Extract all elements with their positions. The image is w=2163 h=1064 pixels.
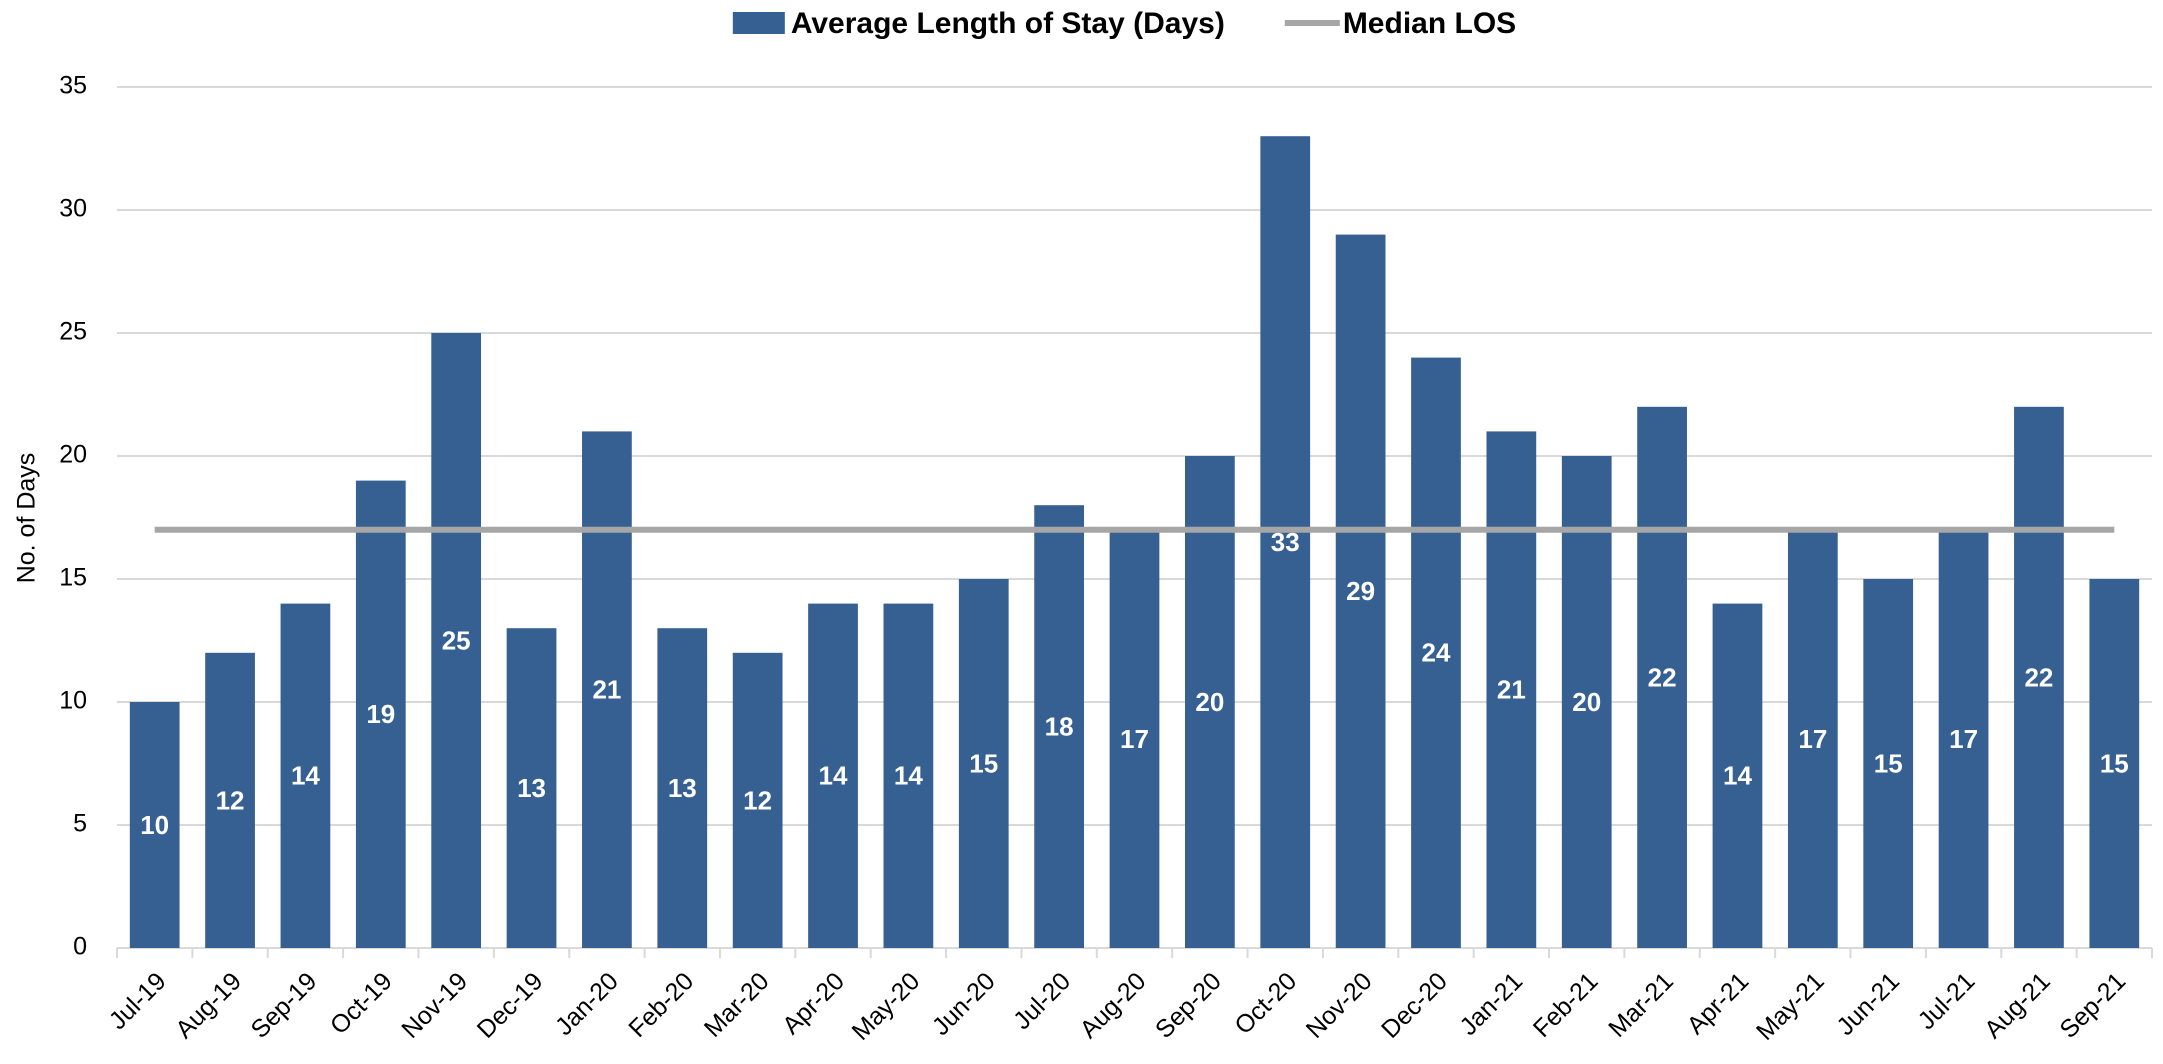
x-tick-label: Nov-20 xyxy=(1301,967,1378,1044)
value-label: 22 xyxy=(1648,662,1677,692)
value-label: 14 xyxy=(291,761,320,791)
value-label: 17 xyxy=(1798,724,1827,754)
x-tick-label: Sep-19 xyxy=(246,967,323,1044)
x-tick-label: Jun-21 xyxy=(1831,967,1905,1041)
x-tick-label: Feb-21 xyxy=(1528,967,1604,1043)
value-label: 15 xyxy=(2100,748,2129,778)
bar xyxy=(958,579,1009,948)
bar xyxy=(582,431,632,948)
x-tick-label: Apr-21 xyxy=(1682,967,1755,1040)
x-tick-label: Sep-21 xyxy=(2054,967,2131,1044)
bar xyxy=(1260,136,1311,948)
x-tick-label: May-20 xyxy=(847,967,926,1046)
x-tick-label: Jul-19 xyxy=(104,967,172,1035)
bar xyxy=(1034,505,1085,948)
value-label: 19 xyxy=(366,699,395,729)
value-label: 18 xyxy=(1045,711,1074,741)
y-tick-label: 10 xyxy=(59,687,87,715)
bar xyxy=(1486,431,1537,948)
x-tick-label: Jan-20 xyxy=(550,967,624,1041)
value-label: 20 xyxy=(1572,687,1601,717)
bar xyxy=(883,603,934,948)
value-label: 25 xyxy=(442,625,471,655)
value-label: 21 xyxy=(592,675,621,705)
x-tick-label: Mar-21 xyxy=(1603,967,1679,1043)
value-label: 21 xyxy=(1497,675,1526,705)
value-label: 14 xyxy=(894,761,923,791)
bar xyxy=(355,480,406,948)
bar xyxy=(1712,603,1763,948)
x-tick-label: Aug-20 xyxy=(1075,967,1152,1044)
value-label: 17 xyxy=(1949,724,1978,754)
value-label: 13 xyxy=(668,773,697,803)
y-tick-label: 25 xyxy=(59,318,87,346)
bar xyxy=(1938,529,1989,948)
bar xyxy=(506,628,557,948)
value-label: 15 xyxy=(1874,748,1903,778)
bar xyxy=(808,603,858,948)
x-tick-label: Oct-19 xyxy=(325,967,398,1040)
bar xyxy=(129,702,180,948)
value-label: 29 xyxy=(1346,576,1375,606)
bar xyxy=(732,652,783,948)
x-tick-label: Jun-20 xyxy=(927,967,1001,1041)
x-tick-label: Oct-20 xyxy=(1229,967,1302,1040)
y-tick-label: 0 xyxy=(73,933,87,961)
x-tick-label: Dec-19 xyxy=(472,967,549,1044)
x-tick-label: Jan-21 xyxy=(1454,967,1528,1041)
bar xyxy=(1637,406,1687,948)
legend-label: Average Length of Stay (Days) xyxy=(791,7,1225,40)
bar xyxy=(1787,529,1838,948)
y-tick-label: 5 xyxy=(73,810,87,838)
bar xyxy=(2089,579,2140,948)
x-tick-label: Aug-19 xyxy=(170,967,247,1044)
y-tick-label: 15 xyxy=(59,564,87,592)
bar xyxy=(280,603,331,948)
x-tick-label: Dec-20 xyxy=(1376,967,1453,1044)
value-label: 22 xyxy=(2024,662,2053,692)
bar xyxy=(1411,357,1461,949)
legend-label: Median LOS xyxy=(1343,7,1516,40)
x-tick-label: May-21 xyxy=(1751,967,1830,1046)
value-label: 10 xyxy=(140,810,169,840)
x-tick-label: Aug-21 xyxy=(1979,967,2056,1044)
x-tick-label: Apr-20 xyxy=(777,967,850,1040)
bar xyxy=(1561,456,1612,948)
legend: Average Length of Stay (Days) Median LOS xyxy=(732,7,1516,40)
bar xyxy=(205,652,255,948)
value-label: 12 xyxy=(743,785,772,815)
y-axis-title: No. of Days xyxy=(13,453,41,584)
value-label: 12 xyxy=(216,785,245,815)
x-tick-label: Jul-20 xyxy=(1008,967,1076,1035)
bar xyxy=(1184,456,1235,948)
bar xyxy=(1863,579,1914,948)
bar xyxy=(1109,529,1160,948)
value-label: 24 xyxy=(1422,638,1451,668)
value-label: 14 xyxy=(819,761,848,791)
bar xyxy=(2014,406,2064,948)
value-label: 13 xyxy=(517,773,546,803)
value-label: 14 xyxy=(1723,761,1752,791)
x-tick-label: Sep-20 xyxy=(1150,967,1227,1044)
y-tick-label: 35 xyxy=(59,72,87,100)
x-tick-label: Feb-20 xyxy=(623,967,699,1043)
bar xyxy=(1335,234,1386,949)
x-tick-label: Nov-19 xyxy=(396,967,473,1044)
value-label: 17 xyxy=(1120,724,1149,754)
bar xyxy=(657,628,708,948)
x-tick-label: Jul-21 xyxy=(1913,967,1981,1035)
value-label: 15 xyxy=(969,748,998,778)
value-label: 20 xyxy=(1195,687,1224,717)
x-tick-label: Mar-20 xyxy=(699,967,775,1043)
y-tick-label: 20 xyxy=(59,441,87,469)
y-tick-label: 30 xyxy=(59,195,87,223)
bar xyxy=(431,333,482,948)
legend-swatch xyxy=(732,12,785,34)
